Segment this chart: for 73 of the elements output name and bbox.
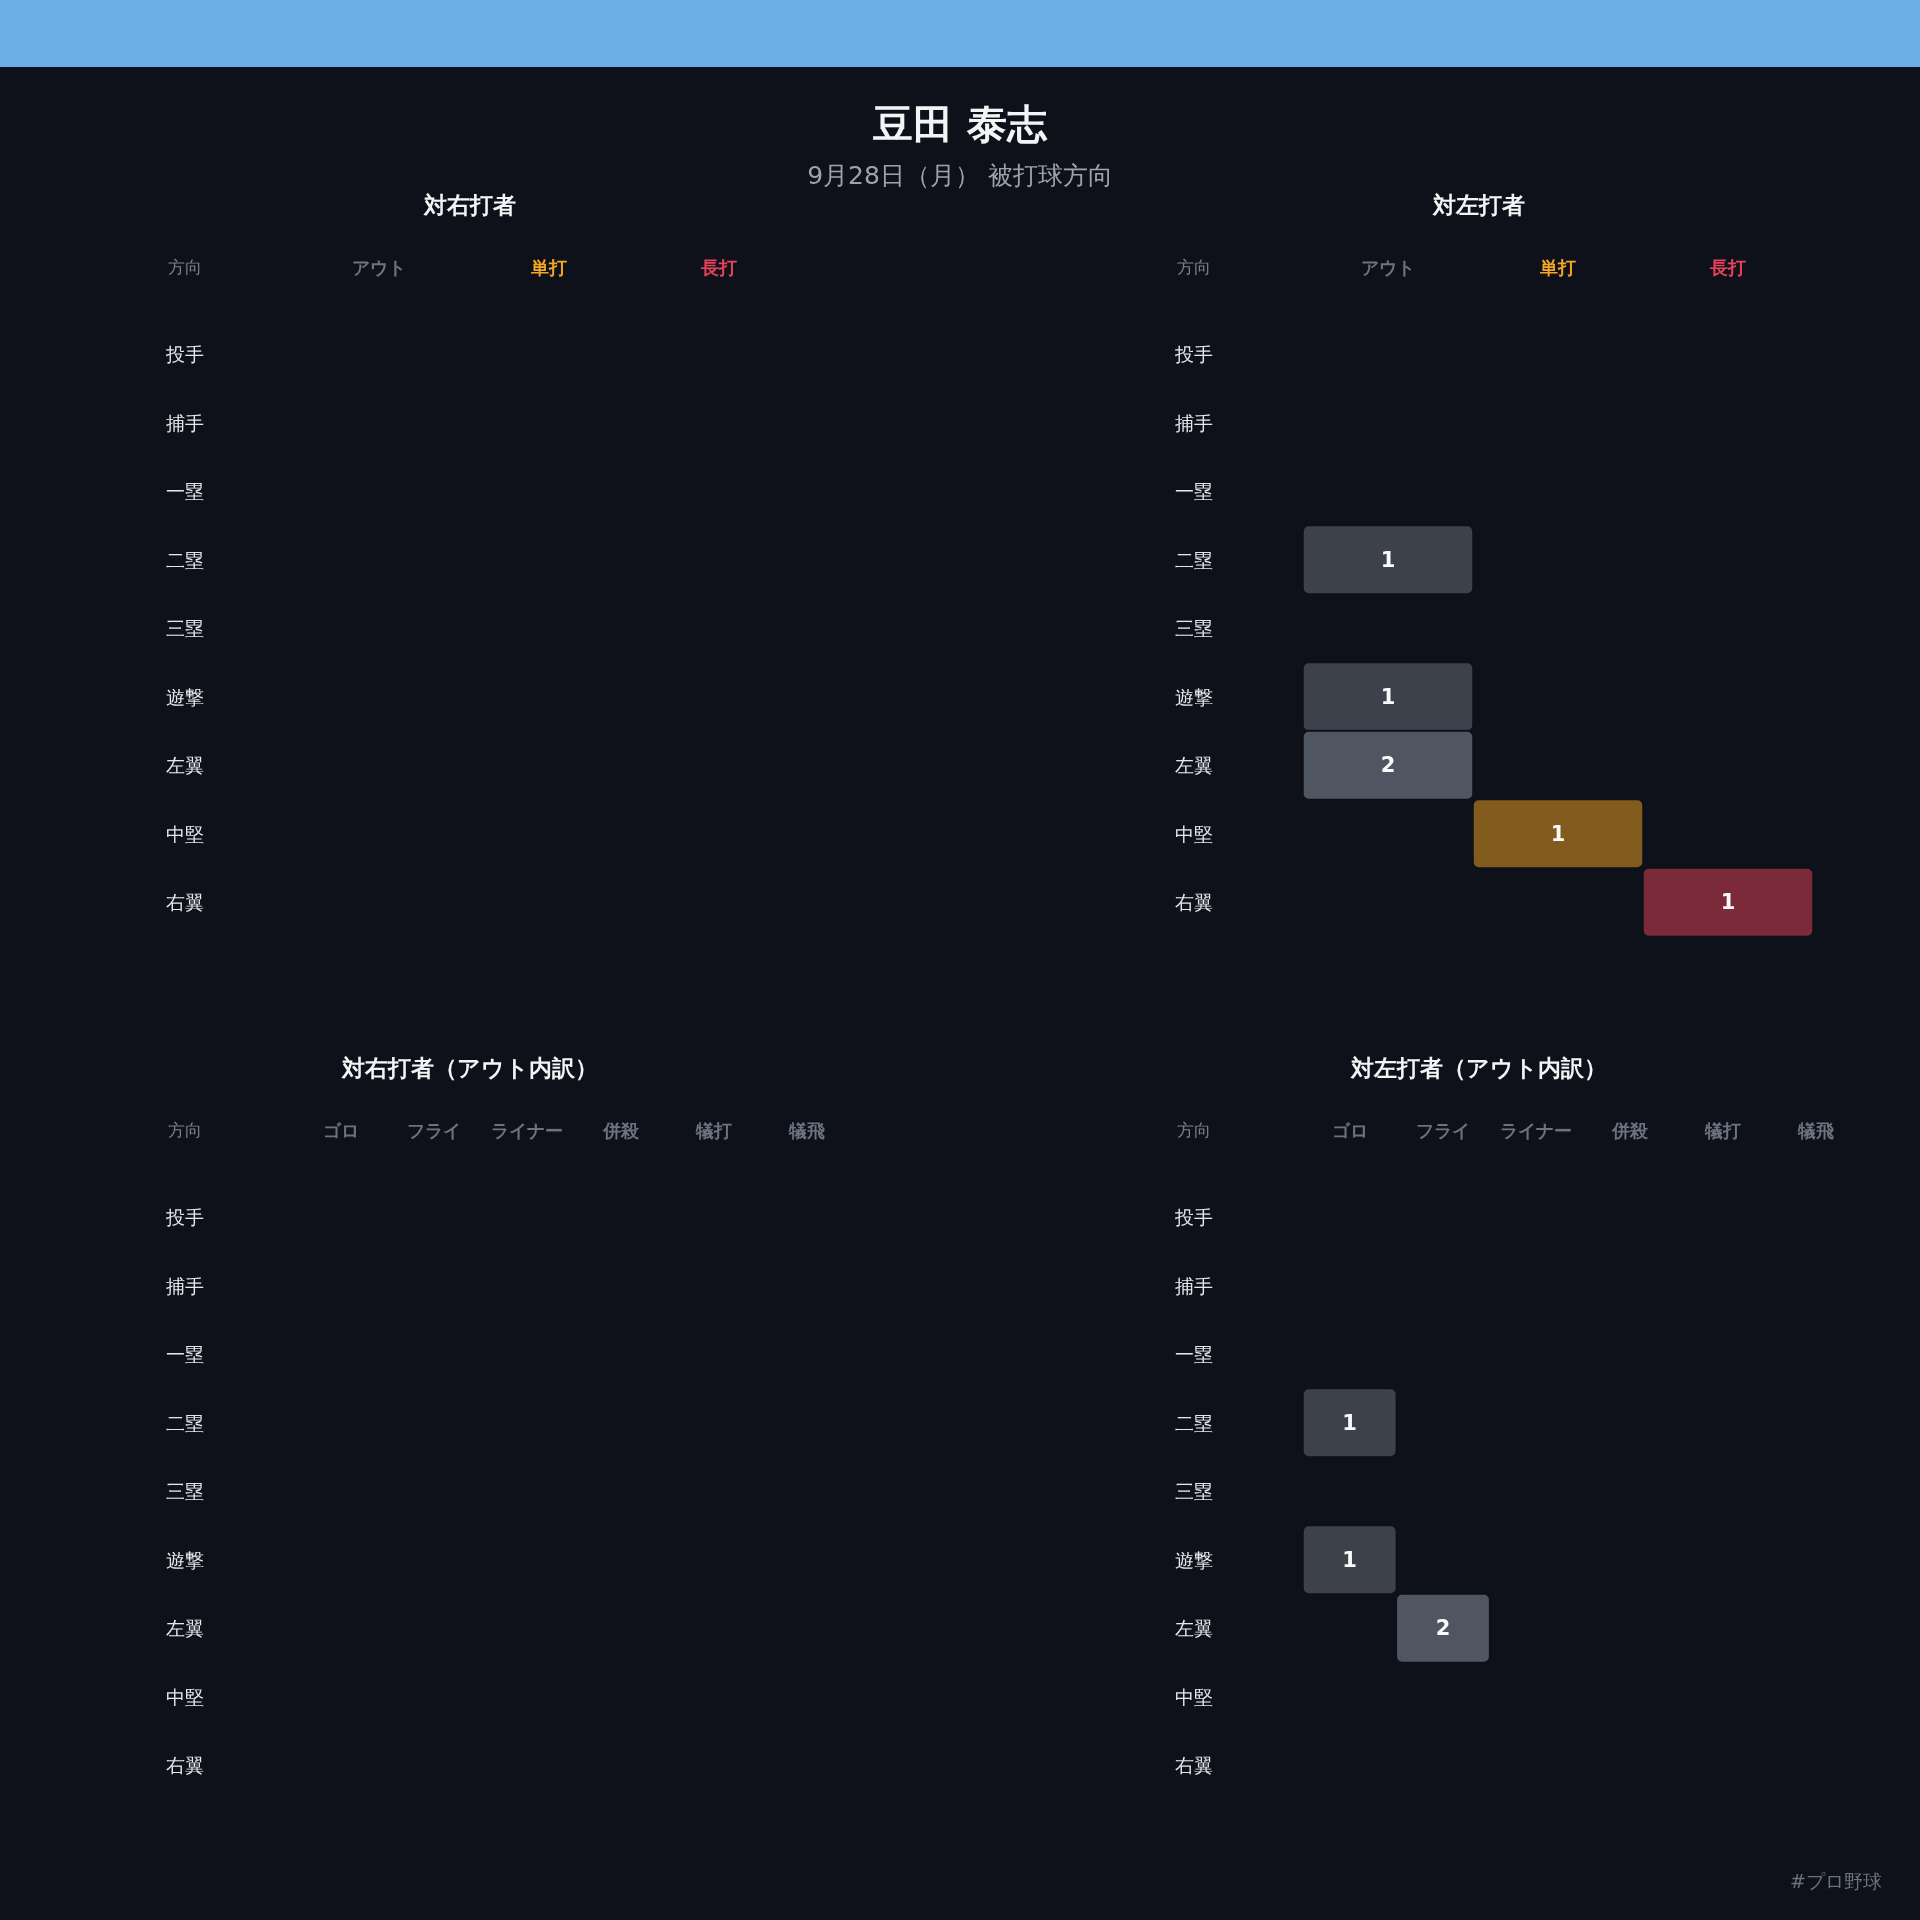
x-tick-label: 併殺: [1610, 1119, 1649, 1141]
y-tick-label: 一塁: [1175, 1343, 1213, 1366]
chart-title: 対左打者: [1432, 191, 1525, 218]
data-label: 1: [1342, 1547, 1357, 1572]
y-tick-label: 遊撃: [1175, 685, 1213, 708]
text: #プロ野球: [1790, 1869, 1882, 1894]
chart-title: 対左打者（アウト内訳）: [1350, 1054, 1607, 1081]
y-tick-label: 左翼: [1175, 1617, 1213, 1640]
x-tick-label: 単打: [530, 256, 567, 278]
y-tick-label: 捕手: [166, 1274, 204, 1297]
y-tick-label: 遊撃: [1175, 1548, 1213, 1571]
x-tick-label: フライ: [1416, 1119, 1470, 1141]
x-tick-label: 長打: [700, 256, 737, 278]
data-label: 1: [1720, 890, 1736, 915]
y-tick-label: 右翼: [166, 1754, 204, 1777]
y-tick-label: 左翼: [166, 1617, 204, 1640]
y-tick-label: 一塁: [166, 480, 204, 503]
y-tick-label: 遊撃: [166, 685, 204, 708]
data-label: 2: [1380, 753, 1396, 778]
data-label: 1: [1380, 684, 1396, 709]
x-tick-label: アウト: [352, 256, 406, 278]
y-tick-label: 投手: [165, 343, 204, 366]
x-tick-label: 単打: [1539, 256, 1576, 278]
y-tick-label: 中堅: [166, 1685, 204, 1708]
y-tick-label: 投手: [165, 1206, 204, 1229]
x-tick-label: 長打: [1709, 256, 1746, 278]
y-tick-label: 二塁: [1175, 1411, 1213, 1434]
y-tick-label: 投手: [1174, 1206, 1213, 1229]
y-axis-title: 方向: [1177, 257, 1211, 277]
y-tick-label: 捕手: [1175, 1274, 1213, 1297]
data-label: 1: [1380, 547, 1396, 572]
data-label: 2: [1435, 1616, 1451, 1641]
data-label: 1: [1342, 1410, 1357, 1435]
y-tick-label: 一塁: [166, 1343, 204, 1366]
text: 豆田 泰志: [872, 100, 1049, 149]
x-tick-label: ゴロ: [1331, 1119, 1368, 1141]
x-tick-label: 犠飛: [1797, 1119, 1835, 1141]
y-tick-label: 三塁: [166, 1480, 204, 1503]
text: 9月28日（月） 被打球方向: [806, 160, 1114, 192]
y-tick-label: 右翼: [166, 891, 204, 914]
x-tick-label: 犠打: [1704, 1119, 1741, 1141]
x-tick-label: ライナー: [1500, 1119, 1573, 1141]
y-tick-label: 三塁: [166, 617, 204, 640]
y-axis-title: 方向: [1177, 1120, 1211, 1140]
y-axis-title: 方向: [168, 1120, 202, 1140]
x-tick-label: 犠飛: [788, 1119, 826, 1141]
y-axis-title: 方向: [168, 257, 202, 277]
chart-title: 対右打者: [423, 191, 516, 218]
y-tick-label: 捕手: [166, 411, 204, 434]
y-tick-label: 遊撃: [166, 1548, 204, 1571]
y-tick-label: 中堅: [166, 822, 204, 845]
y-tick-label: 捕手: [1175, 411, 1213, 434]
y-tick-label: 中堅: [1175, 1685, 1213, 1708]
y-tick-label: 三塁: [1175, 617, 1213, 640]
y-tick-label: 左翼: [166, 754, 204, 777]
data-label: 1: [1550, 821, 1566, 846]
y-tick-label: 二塁: [1175, 548, 1213, 571]
x-tick-label: 併殺: [601, 1119, 640, 1141]
y-tick-label: 二塁: [166, 548, 204, 571]
y-tick-label: 二塁: [166, 1411, 204, 1434]
y-tick-label: 中堅: [1175, 822, 1213, 845]
y-tick-label: 一塁: [1175, 480, 1213, 503]
y-tick-label: 三塁: [1175, 1480, 1213, 1503]
x-tick-label: ライナー: [491, 1119, 564, 1141]
y-tick-label: 左翼: [1175, 754, 1213, 777]
y-tick-label: 右翼: [1175, 1754, 1213, 1777]
x-tick-label: ゴロ: [322, 1119, 359, 1141]
y-tick-label: 投手: [1174, 343, 1213, 366]
x-tick-label: 犠打: [695, 1119, 732, 1141]
x-tick-label: アウト: [1361, 256, 1415, 278]
chart-title: 対右打者（アウト内訳）: [341, 1054, 598, 1081]
y-tick-label: 右翼: [1175, 891, 1213, 914]
x-tick-label: フライ: [407, 1119, 461, 1141]
